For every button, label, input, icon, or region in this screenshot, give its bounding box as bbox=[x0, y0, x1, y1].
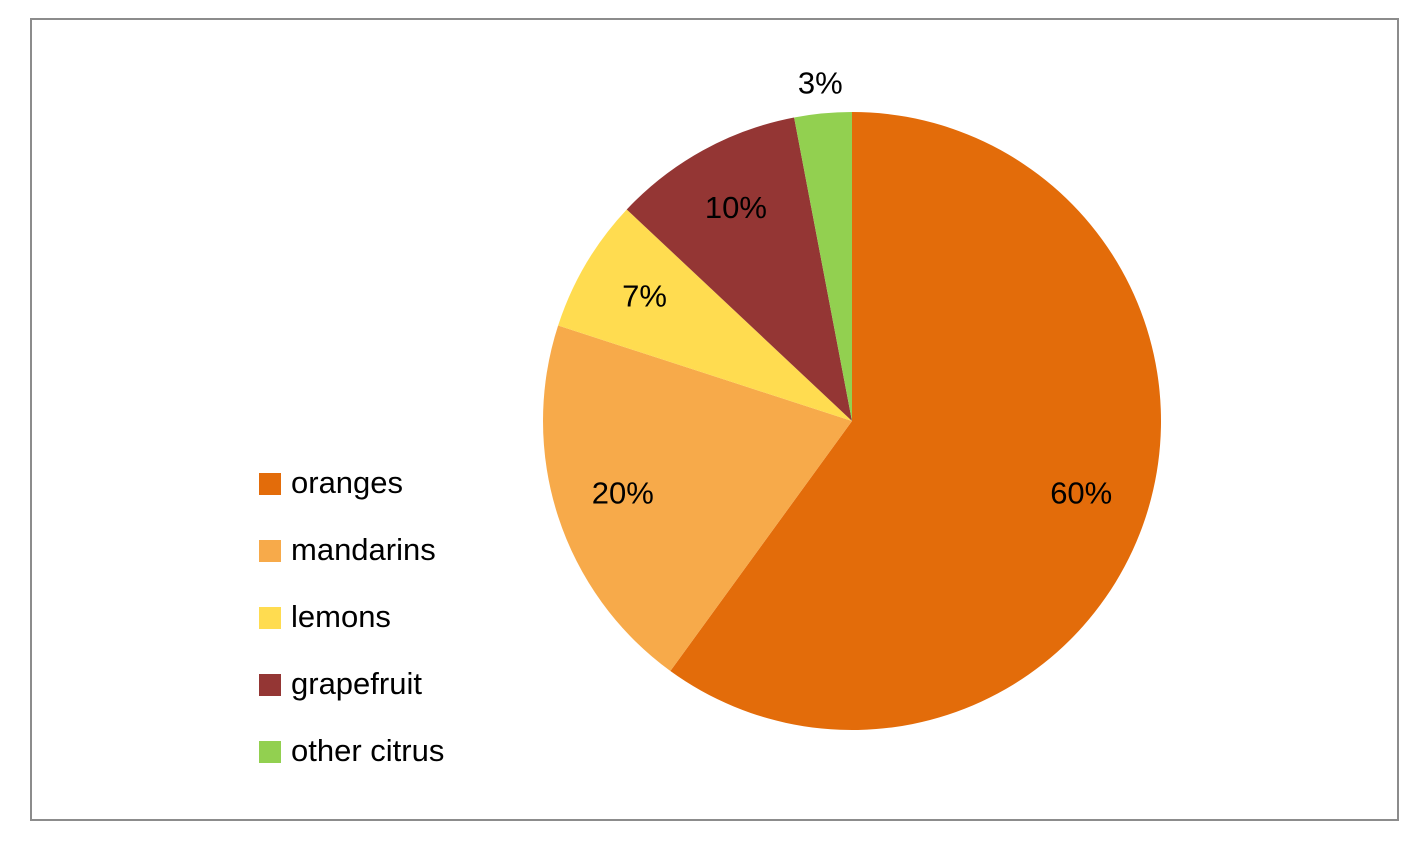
pie-slice-grapefruit bbox=[626, 117, 852, 421]
pie-slice-other-citrus bbox=[794, 112, 852, 421]
legend: oranges mandarins lemons grapefruit othe… bbox=[259, 463, 519, 798]
legend-swatch-mandarins bbox=[259, 540, 281, 562]
legend-item-oranges: oranges bbox=[259, 463, 519, 530]
legend-label-lemons: lemons bbox=[291, 599, 391, 634]
legend-item-lemons: lemons bbox=[259, 597, 519, 664]
legend-swatch-oranges bbox=[259, 473, 281, 495]
legend-label-oranges: oranges bbox=[291, 465, 404, 500]
legend-label-other-citrus: other citrus bbox=[291, 733, 445, 768]
legend-item-grapefruit: grapefruit bbox=[259, 664, 519, 731]
data-label-mandarins: 20% bbox=[592, 476, 654, 511]
data-label-lemons: 7% bbox=[622, 278, 667, 313]
data-label-other-citrus: 3% bbox=[798, 66, 843, 101]
pie-slice-lemons bbox=[558, 209, 852, 421]
pie-slices bbox=[543, 112, 1162, 730]
legend-label-mandarins: mandarins bbox=[291, 532, 436, 567]
data-label-grapefruit: 10% bbox=[705, 190, 767, 225]
data-label-oranges: 60% bbox=[1050, 476, 1112, 511]
legend-item-mandarins: mandarins bbox=[259, 530, 519, 597]
pie-data-labels: 60% 20% 7% 10% 3% bbox=[592, 66, 1112, 511]
legend-swatch-grapefruit bbox=[259, 674, 281, 696]
pie-slice-oranges bbox=[670, 112, 1162, 730]
legend-item-other-citrus: other citrus bbox=[259, 731, 519, 798]
legend-swatch-other-citrus bbox=[259, 741, 281, 763]
legend-label-grapefruit: grapefruit bbox=[291, 666, 422, 701]
legend-swatch-lemons bbox=[259, 607, 281, 629]
pie-slice-mandarins bbox=[543, 325, 852, 671]
